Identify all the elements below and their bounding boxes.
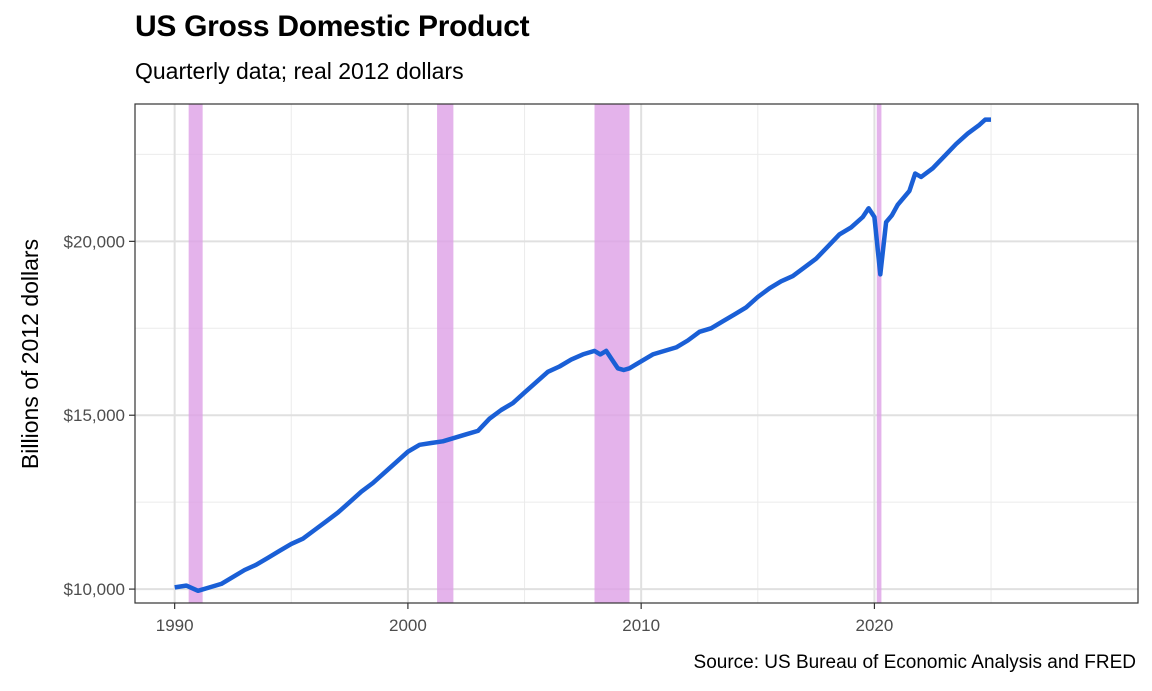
x-tick-label: 1990	[156, 616, 194, 635]
recession-band	[437, 104, 454, 603]
recession-band	[876, 104, 882, 603]
gdp-series-line	[174, 117, 991, 594]
plot-panel-border	[134, 103, 1139, 604]
y-tick-label: $15,000	[64, 406, 125, 425]
y-axis: $10,000 $15,000 $20,000	[64, 232, 135, 599]
chart-title: US Gross Domestic Product	[135, 10, 530, 43]
y-tick-label: $10,000	[64, 580, 125, 599]
x-tick-label: 2010	[622, 616, 660, 635]
y-axis-title: Billions of 2012 dollars	[17, 239, 43, 469]
x-tick-label: 2020	[856, 616, 894, 635]
gdp-series	[174, 117, 991, 594]
minor-gridlines	[135, 104, 1138, 603]
source-caption: Source: US Bureau of Economic Analysis a…	[693, 652, 1136, 673]
y-tick-label: $20,000	[64, 232, 125, 251]
recession-bands	[188, 104, 882, 603]
x-axis: 1990 2000 2010 2020	[156, 603, 894, 635]
x-tick-label: 2000	[389, 616, 427, 635]
chart-subtitle: Quarterly data; real 2012 dollars	[135, 58, 464, 84]
recession-band	[188, 104, 203, 603]
major-gridlines	[135, 104, 1138, 603]
